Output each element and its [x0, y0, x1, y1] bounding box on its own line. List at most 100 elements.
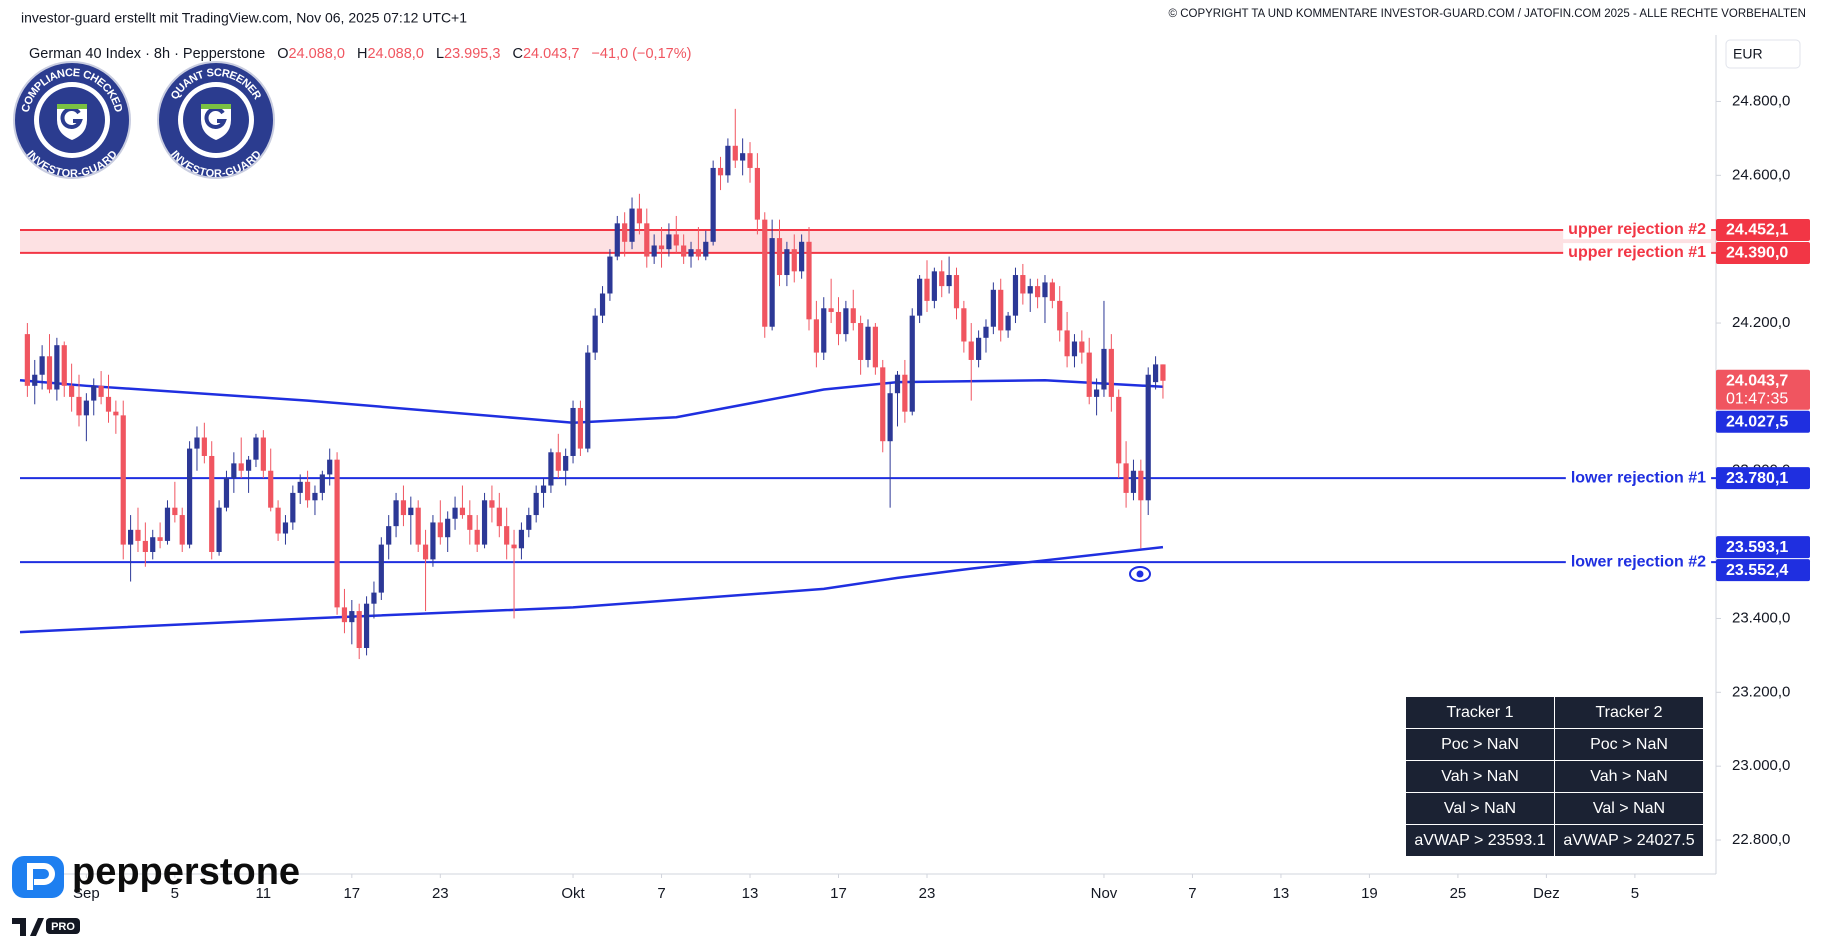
candle-body [46, 356, 53, 390]
table-row: aVWAP > 23593.1 aVWAP > 24027.5 [1405, 824, 1704, 857]
candle-body [518, 529, 525, 549]
candle-body [54, 345, 60, 390]
level-label-bg [1563, 243, 1712, 263]
price-tag [1716, 241, 1810, 264]
candle-body [481, 500, 488, 545]
candle-body [209, 455, 215, 552]
candle-body [666, 234, 672, 250]
table-cell: Vah > NaN [1405, 760, 1555, 793]
candle-body [983, 326, 989, 338]
candle-body [319, 474, 325, 493]
x-tick-label: 19 [1361, 885, 1378, 902]
table-row: Tracker 1 Tracker 2 [1405, 696, 1704, 729]
legend-value: 24.088,0 [288, 46, 344, 62]
candle-body [976, 337, 982, 360]
candle-body [282, 522, 289, 534]
candle-body [113, 411, 119, 416]
candle-body [1035, 286, 1041, 298]
candle-body [474, 529, 480, 545]
candle-body [312, 492, 318, 501]
candle-body [91, 385, 97, 401]
currency: EUR [1733, 46, 1763, 62]
candle-body [850, 308, 856, 324]
candle-body [526, 515, 532, 530]
candle-body [703, 241, 709, 257]
candle-body [533, 492, 539, 516]
candle-body [253, 437, 259, 460]
candle-body [1101, 348, 1107, 390]
candle-body [415, 507, 421, 545]
price-tag [1716, 218, 1810, 241]
candle-body [142, 540, 148, 552]
table-cell: Val > NaN [1554, 792, 1704, 825]
candle-body [754, 167, 760, 220]
candle-body [762, 219, 768, 327]
candle-body [725, 145, 731, 176]
candle-body [592, 315, 598, 353]
level-label: lower rejection #1 [1571, 469, 1706, 486]
vwap-line [19, 379, 1164, 424]
candle-body [83, 400, 89, 416]
x-tick-label: Okt [561, 885, 585, 902]
candle-body [953, 275, 960, 309]
currency-box [1725, 39, 1801, 69]
x-tick-label: Sep [73, 885, 100, 902]
candle-body [1138, 470, 1144, 501]
candle-body [511, 544, 517, 549]
candle-body [681, 245, 687, 257]
legend-symbol: German 40 Index · 8h · Pepperstone [29, 46, 265, 62]
candle-body [607, 256, 613, 294]
candle-body [1064, 330, 1070, 357]
candle-body [1116, 396, 1122, 464]
candle-body [710, 167, 716, 242]
candle-body [828, 308, 834, 312]
legend-value: 24.088,0 [367, 46, 423, 62]
candle-body [304, 481, 311, 501]
candle-body [445, 518, 451, 538]
x-tick-label: 11 [256, 885, 272, 902]
candle-body [968, 341, 974, 360]
candle-body [821, 308, 827, 353]
candle-body [629, 208, 635, 242]
candle-body [371, 592, 377, 604]
candle-body [540, 485, 547, 493]
candle-body [260, 437, 266, 471]
badge-accent [57, 104, 87, 109]
candle-body [1152, 364, 1159, 383]
header-title: investor-guard erstellt mit TradingView.… [21, 10, 467, 26]
badge-accent [201, 104, 231, 109]
price-tag [1716, 410, 1810, 433]
candle-body [408, 507, 414, 516]
table-cell: Val > NaN [1405, 792, 1555, 825]
candle-body [1079, 341, 1085, 353]
badge-g [60, 107, 83, 129]
table-cell: Tracker 1 [1405, 696, 1555, 729]
candle-body [157, 537, 163, 541]
candle-body [563, 455, 569, 471]
price-tag [1716, 536, 1810, 559]
candle-body [327, 459, 333, 475]
y-tick-label: 23.000,0 [1732, 757, 1790, 774]
candle-body [275, 507, 281, 534]
level-label-bg [1565, 552, 1712, 572]
plot: 22.800,023.000,023.200,023.400,023.600,0… [19, 92, 1810, 902]
price-tag-label: 23.593,1 [1726, 539, 1788, 556]
candle-body [98, 385, 104, 397]
candle-body [880, 367, 886, 442]
candle-body [909, 315, 915, 412]
legend-key: O [277, 46, 288, 62]
badge-g [204, 107, 227, 129]
x-tick-label: 13 [1273, 885, 1290, 902]
candle-body [1042, 282, 1048, 298]
x-tick-label: 17 [343, 885, 360, 902]
candle-body [570, 407, 576, 456]
legend: German 40 Index · 8h · Pepperstone O24.0… [29, 46, 691, 62]
candle-body [150, 537, 156, 552]
candle-body [349, 611, 355, 623]
candle-body [1012, 275, 1019, 316]
candle-body [179, 515, 185, 545]
candle-body [577, 407, 584, 449]
table-cell: aVWAP > 24027.5 [1554, 824, 1704, 857]
legend-key: L [436, 46, 444, 62]
candle-body [1108, 348, 1114, 397]
